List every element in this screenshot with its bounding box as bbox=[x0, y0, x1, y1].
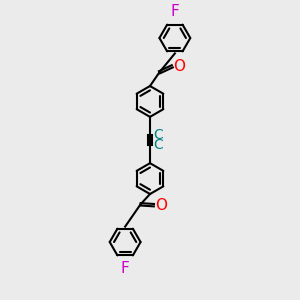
Text: F: F bbox=[121, 261, 130, 276]
Text: O: O bbox=[173, 59, 185, 74]
Text: C: C bbox=[153, 128, 163, 142]
Text: F: F bbox=[170, 4, 179, 19]
Text: C: C bbox=[153, 138, 163, 152]
Text: O: O bbox=[155, 198, 167, 213]
